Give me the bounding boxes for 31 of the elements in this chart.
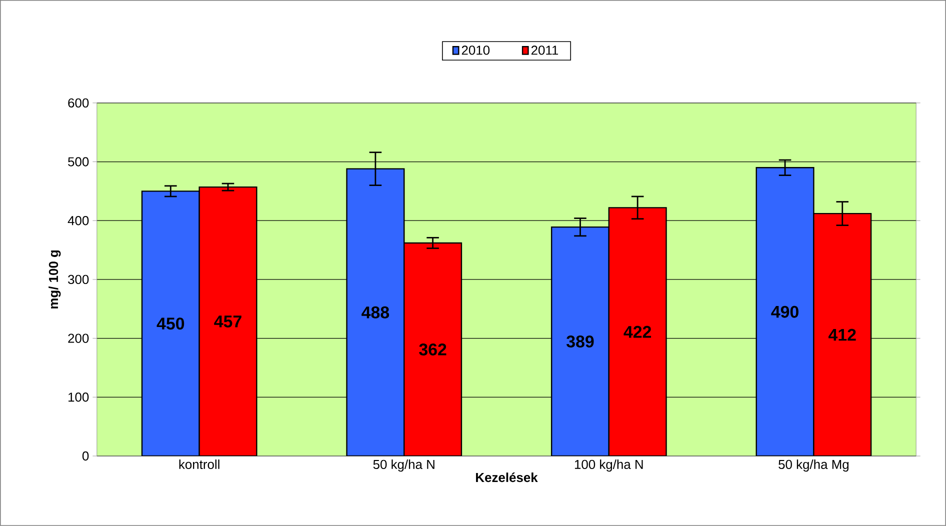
y-axis-title: mg/ 100 g [48, 250, 61, 309]
x-tick-label: 50 kg/ha N [373, 460, 434, 472]
bar [141, 190, 200, 456]
data-label: 490 [771, 306, 798, 318]
y-tick-label: 100 [68, 392, 89, 402]
x-tick-label: kontroll [179, 460, 220, 470]
x-axis-title: Kezelések [476, 472, 538, 482]
legend-label: 2010 [462, 46, 490, 55]
data-label: 412 [828, 328, 856, 341]
data-label: 457 [214, 316, 242, 328]
y-tick-label: 600 [68, 98, 89, 108]
y-tick-label: 400 [68, 216, 89, 226]
bar [608, 207, 667, 456]
data-label: 450 [156, 318, 184, 330]
y-tick-label: 500 [68, 157, 89, 166]
data-label: 488 [362, 306, 390, 318]
y-tick-label: 200 [68, 334, 89, 343]
data-label: 362 [419, 344, 446, 356]
y-tick-label: 0 [82, 451, 89, 461]
data-label: 389 [566, 336, 594, 348]
bar [813, 213, 872, 456]
x-tick-label: 100 kg/ha N [574, 460, 643, 472]
x-tick-label: 50 kg/ha Mg [778, 460, 848, 472]
data-label: 422 [624, 326, 652, 338]
legend-label: 2011 [531, 46, 558, 55]
bar [198, 186, 258, 456]
bar [404, 242, 462, 456]
bar [756, 167, 814, 456]
y-tick-label: 300 [68, 274, 89, 284]
bar [550, 226, 610, 456]
bar [346, 168, 405, 456]
